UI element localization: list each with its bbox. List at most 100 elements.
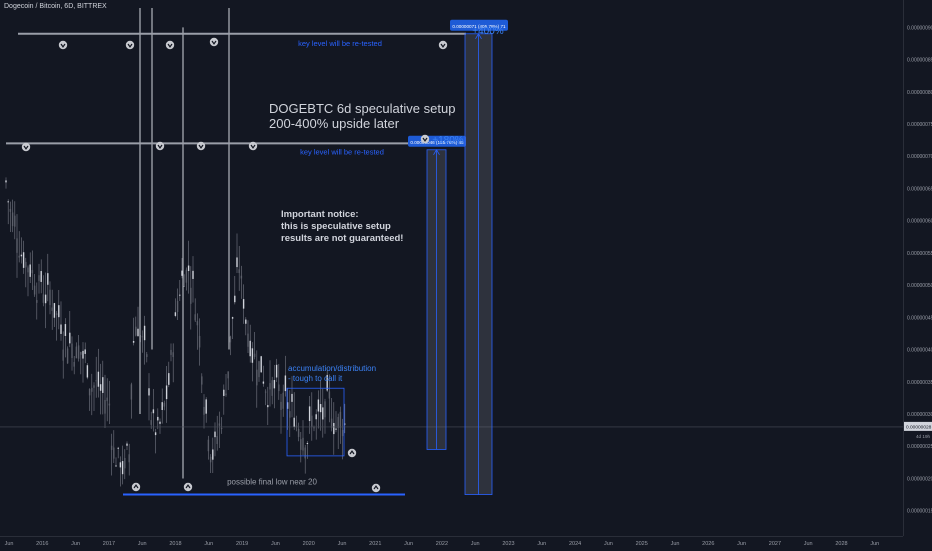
- candle-body: [124, 457, 126, 469]
- candle-body: [66, 348, 69, 364]
- marker-arrow: [167, 43, 173, 48]
- candle-body: [304, 447, 306, 459]
- candle-body: [302, 437, 304, 451]
- candle-body: [93, 385, 95, 388]
- marker-arrow: [373, 485, 379, 490]
- marker-arrow: [349, 450, 355, 455]
- candle-body: [113, 447, 115, 459]
- candle-body: [291, 393, 293, 402]
- candle-body: [196, 321, 199, 326]
- candle-body: [201, 376, 203, 385]
- candle-body: [203, 406, 205, 415]
- candle-body: [344, 423, 346, 425]
- chart-subtitle: 200-400% upside later: [269, 116, 400, 131]
- candle-body: [108, 403, 111, 406]
- candle-body: [119, 462, 122, 468]
- candle-body: [104, 399, 106, 414]
- candle-body: [128, 454, 130, 463]
- candle-body: [148, 388, 150, 396]
- candle-body: [60, 324, 62, 334]
- candle-body: [102, 377, 104, 393]
- candle-body: [38, 275, 40, 281]
- candle-body: [214, 431, 216, 438]
- candle-body: [269, 383, 271, 390]
- candle-body: [20, 254, 23, 257]
- candle-body: [339, 411, 342, 428]
- marker-circle: [248, 141, 258, 151]
- marker-circle: [196, 141, 206, 151]
- candle-body: [25, 261, 27, 268]
- candle-body: [179, 294, 181, 296]
- target-tag-label: 0.00000046 (155.76%) 46: [410, 140, 464, 145]
- candle-body: [328, 391, 331, 399]
- candle-body: [264, 391, 267, 393]
- candle-body: [306, 442, 309, 444]
- candle-body: [80, 351, 82, 355]
- marker-circle: [125, 40, 135, 50]
- target-tag: [450, 19, 508, 31]
- candle-body: [247, 333, 249, 347]
- target-arrowhead: [433, 149, 440, 155]
- candle-body: [242, 299, 245, 309]
- marker-circle: [131, 482, 141, 492]
- candle-body: [99, 384, 102, 391]
- candle-body: [135, 326, 137, 336]
- candle-body: [168, 373, 170, 385]
- candle-body: [271, 380, 273, 396]
- candle-body: [183, 286, 185, 288]
- candle-body: [5, 180, 7, 183]
- candle-body: [275, 364, 278, 378]
- candle-body: [258, 361, 260, 378]
- candle-body: [117, 447, 119, 449]
- candle-body: [326, 374, 328, 391]
- candle-body: [253, 353, 256, 357]
- support-level-label: possible final low near 20: [227, 478, 317, 487]
- candle-body: [75, 346, 78, 359]
- candle-body: [185, 269, 188, 283]
- candle-body: [154, 432, 157, 436]
- candle-body: [152, 409, 155, 414]
- candle-body: [192, 270, 194, 279]
- candle-body: [31, 270, 34, 274]
- candle-body: [216, 435, 218, 445]
- candle-body: [251, 348, 254, 363]
- candle-body: [143, 325, 146, 341]
- candle-body: [176, 300, 179, 313]
- candle-body: [187, 265, 190, 272]
- candle-body: [308, 406, 311, 422]
- price-axis[interactable]: [903, 0, 932, 536]
- marker-arrow: [60, 43, 66, 48]
- marker-arrow: [440, 43, 446, 48]
- key-level-label: key level will be re-tested: [300, 147, 384, 156]
- candle-body: [95, 380, 97, 382]
- candle-body: [295, 425, 298, 428]
- candle-body: [51, 307, 53, 311]
- candle-body: [40, 271, 42, 282]
- candle-body: [44, 294, 47, 304]
- candle-body: [236, 257, 238, 268]
- time-axis[interactable]: [0, 536, 903, 551]
- candle-body: [97, 371, 100, 387]
- candle-body: [29, 264, 31, 277]
- candle-body: [7, 201, 9, 203]
- candle-body: [317, 399, 320, 412]
- candle-body: [170, 349, 172, 355]
- annotations: key level will be re-tested key level wil…: [0, 19, 903, 496]
- candle-body: [231, 317, 234, 319]
- candle-body: [53, 303, 56, 318]
- candle-body: [157, 416, 159, 421]
- candle-body: [22, 252, 25, 268]
- candle-body: [18, 255, 20, 258]
- candle-body: [273, 380, 276, 389]
- candle-body: [278, 384, 280, 392]
- candle-body: [77, 345, 80, 359]
- candle-body: [150, 420, 152, 425]
- candle-body: [333, 422, 335, 435]
- candle-body: [137, 328, 139, 337]
- notice-line: Important notice:: [281, 209, 359, 220]
- candle-body: [163, 402, 166, 407]
- candle-body: [69, 332, 71, 344]
- marker-circle: [420, 134, 430, 144]
- candle-body: [110, 445, 113, 450]
